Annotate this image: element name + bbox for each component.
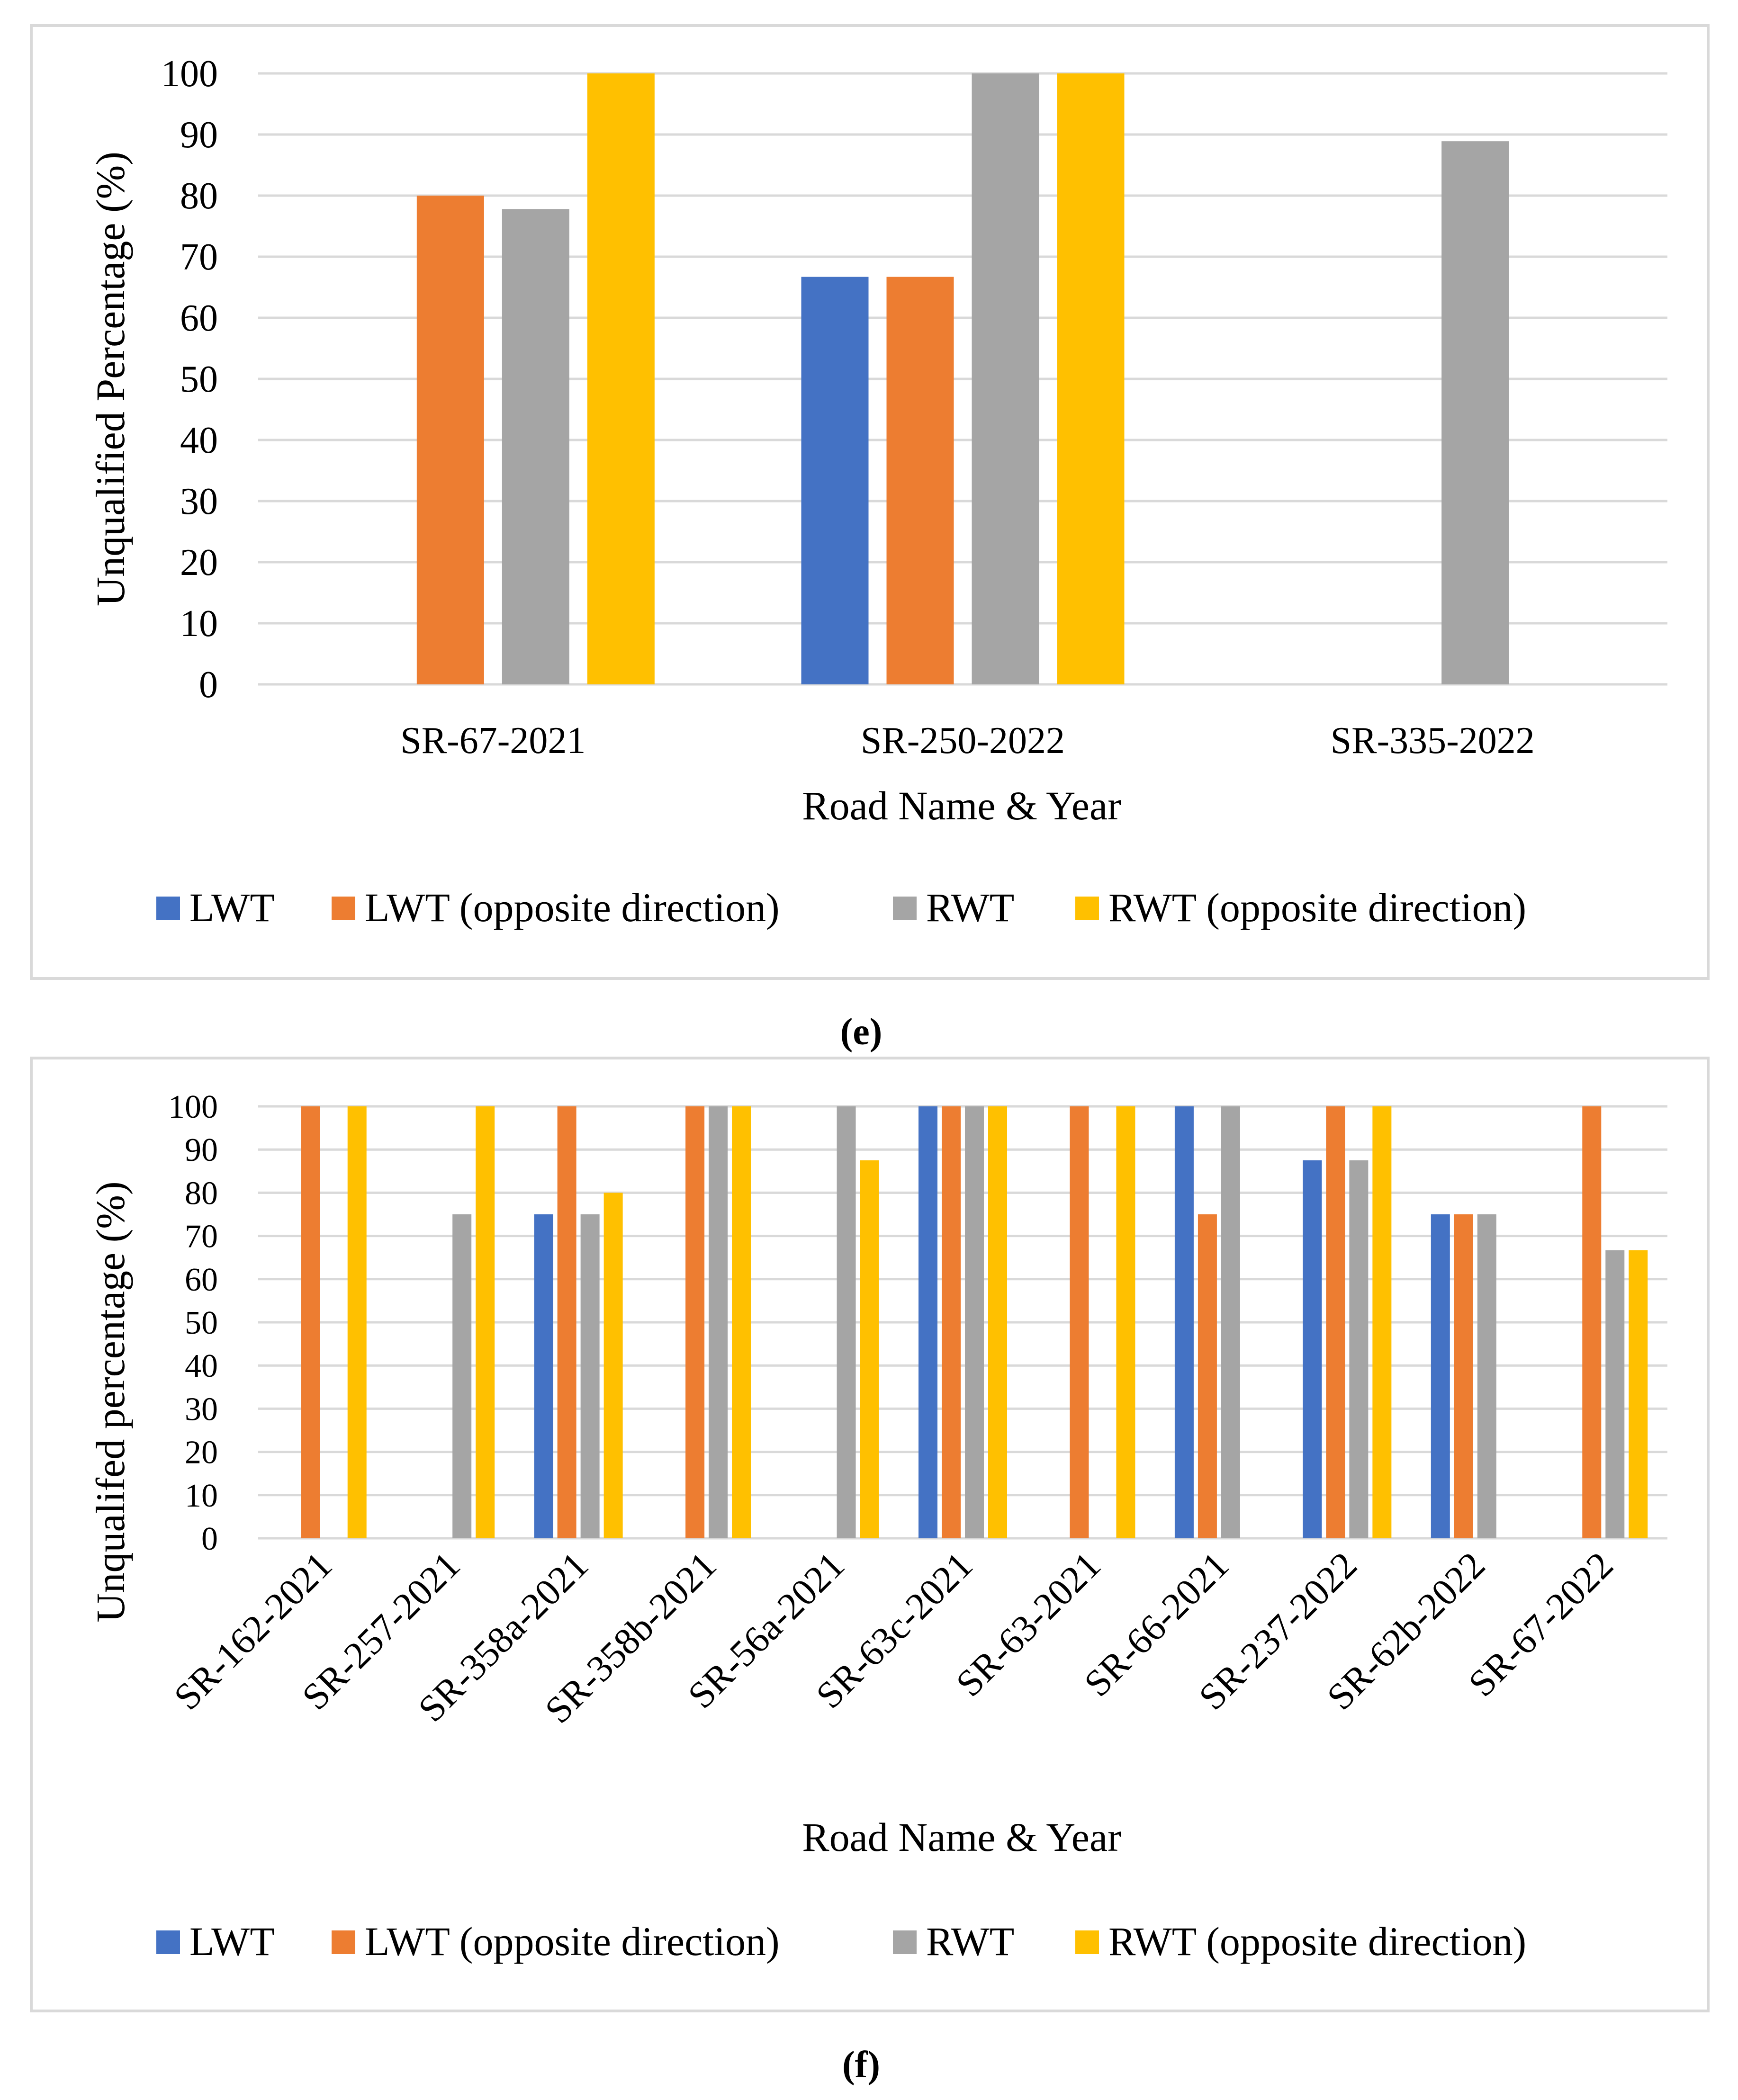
y-tick-label: 30 (185, 1391, 218, 1427)
y-tick-label: 50 (185, 1305, 218, 1341)
legend-label: LWT (opposite direction) (365, 1919, 780, 1964)
y-tick-label: 30 (180, 481, 218, 522)
y-tick-label: 40 (180, 420, 218, 461)
bar-sr-162-2021-series-4 (347, 1106, 367, 1538)
y-tick-label: 10 (185, 1478, 218, 1514)
y-tick-label: 80 (180, 175, 218, 217)
y-tick-label: 70 (185, 1219, 218, 1255)
legend-label: RWT (926, 1919, 1014, 1964)
panel-f-caption: (f) (842, 2044, 880, 2086)
chart-panel-e: 0 10 20 30 40 50 60 70 80 90 100 SR-67-2021 SR-250-… (30, 24, 1710, 980)
bar-sr-250-2022-series-3 (972, 73, 1039, 684)
bar-sr-56a-2021-series-4 (860, 1160, 879, 1538)
bar-sr-67-2021-series-3 (502, 209, 569, 684)
y-tick-label: 10 (180, 603, 218, 645)
x-tick-label: SR-335-2022 (1331, 720, 1535, 762)
panel-e-y-axis-title: Unqualified Percentage (%) (88, 152, 133, 606)
legend-label: LWT (189, 1919, 275, 1964)
x-tick-label: SR-250-2022 (861, 720, 1065, 762)
y-tick-label: 60 (185, 1262, 218, 1298)
legend-swatch (156, 897, 180, 920)
legend-swatch (893, 1930, 917, 1954)
y-tick-label: 80 (185, 1175, 218, 1212)
y-tick-label: 20 (180, 542, 218, 583)
panel-f-x-axis-title: Road Name & Year (802, 1814, 1121, 1860)
panel-e-gridlines (258, 72, 1667, 686)
bar-sr-237-2022-series-1 (1303, 1160, 1322, 1538)
legend-swatch (332, 897, 355, 920)
bar-sr-63c-2021-series-3 (965, 1106, 984, 1538)
legend-swatch (156, 1930, 180, 1954)
panel-f-bars (301, 1106, 1648, 1538)
bar-sr-67-2022-series-3 (1605, 1250, 1625, 1538)
bar-sr-358a-2021-series-3 (580, 1214, 600, 1538)
panel-f-y-tick-labels: 0 10 20 30 40 50 60 70 80 90 100 (168, 1089, 218, 1557)
bar-sr-67-2021-series-4 (587, 73, 655, 684)
bar-sr-335-2022-series-3 (1441, 141, 1509, 685)
y-tick-label: 90 (185, 1132, 218, 1168)
panel-e-legend: LWT LWT (opposite direction) RWT RWT (oppos… (156, 885, 1526, 930)
legend-label: RWT (opposite direction) (1108, 885, 1526, 930)
bar-sr-237-2022-series-3 (1349, 1160, 1369, 1538)
bar-sr-237-2022-series-2 (1326, 1106, 1345, 1538)
legend-label: RWT (opposite direction) (1108, 1919, 1526, 1964)
bar-sr-66-2021-series-3 (1221, 1106, 1240, 1538)
bar-sr-67-2022-series-4 (1629, 1250, 1648, 1538)
y-tick-label: 40 (185, 1348, 218, 1384)
bar-sr-257-2021-series-4 (476, 1106, 495, 1538)
bar-sr-63-2021-series-2 (1070, 1106, 1089, 1538)
panel-e-y-tick-labels: 0 10 20 30 40 50 60 70 80 90 100 (161, 53, 218, 706)
bar-sr-62b-2022-series-1 (1431, 1214, 1450, 1538)
y-tick-label: 0 (201, 1521, 218, 1557)
bar-sr-358a-2021-series-4 (603, 1193, 623, 1538)
legend-swatch (332, 1930, 355, 1954)
bar-sr-257-2021-series-3 (452, 1214, 472, 1538)
bar-sr-250-2022-series-1 (801, 277, 869, 684)
panel-e-x-tick-labels: SR-67-2021 SR-250-2022 SR-335-2022 (400, 720, 1534, 762)
bar-sr-56a-2021-series-3 (837, 1106, 856, 1538)
bar-sr-358a-2021-series-1 (534, 1214, 553, 1538)
y-tick-label: 50 (180, 359, 218, 400)
bar-sr-358b-2021-series-2 (685, 1106, 705, 1538)
y-tick-label: 100 (168, 1089, 218, 1125)
bar-sr-162-2021-series-2 (301, 1106, 320, 1538)
y-tick-label: 0 (199, 664, 218, 706)
bar-sr-63c-2021-series-1 (919, 1106, 937, 1538)
y-tick-label: 70 (180, 236, 218, 278)
y-tick-label: 20 (185, 1435, 218, 1471)
panel-f-y-axis-title: Unqualifed percentage (%) (88, 1181, 133, 1622)
legend-swatch (1075, 897, 1099, 920)
legend-label: LWT (opposite direction) (365, 885, 780, 930)
bar-sr-62b-2022-series-2 (1454, 1214, 1473, 1538)
legend-swatch (1075, 1930, 1099, 1954)
bar-sr-358b-2021-series-4 (732, 1106, 751, 1538)
panel-f-legend: LWT LWT (opposite direction) RWT RWT (oppos… (156, 1919, 1526, 1964)
bar-sr-66-2021-series-2 (1198, 1214, 1217, 1538)
legend-swatch (893, 897, 917, 920)
bar-sr-67-2021-series-2 (416, 196, 484, 684)
bar-sr-67-2022-series-2 (1582, 1106, 1602, 1538)
bar-sr-237-2022-series-4 (1372, 1106, 1392, 1538)
bar-sr-358a-2021-series-2 (557, 1106, 576, 1538)
bar-sr-250-2022-series-4 (1057, 73, 1125, 684)
x-tick-label: SR-67-2021 (400, 720, 585, 762)
bar-sr-63-2021-series-4 (1116, 1106, 1135, 1538)
panel-e-x-axis-title: Road Name & Year (802, 783, 1121, 828)
y-tick-label: 60 (180, 297, 218, 339)
panel-e-caption: (e) (840, 1011, 883, 1053)
y-tick-label: 100 (161, 53, 218, 95)
bar-sr-63c-2021-series-4 (988, 1106, 1007, 1538)
legend-label: RWT (926, 885, 1014, 930)
bar-sr-66-2021-series-1 (1174, 1106, 1194, 1538)
bar-sr-63c-2021-series-2 (942, 1106, 961, 1538)
bar-sr-250-2022-series-2 (886, 277, 954, 684)
panel-e-bars (416, 73, 1509, 685)
y-tick-label: 90 (180, 114, 218, 156)
legend-label: LWT (189, 885, 275, 930)
bar-sr-62b-2022-series-3 (1477, 1214, 1496, 1538)
bar-sr-358b-2021-series-3 (709, 1106, 728, 1538)
